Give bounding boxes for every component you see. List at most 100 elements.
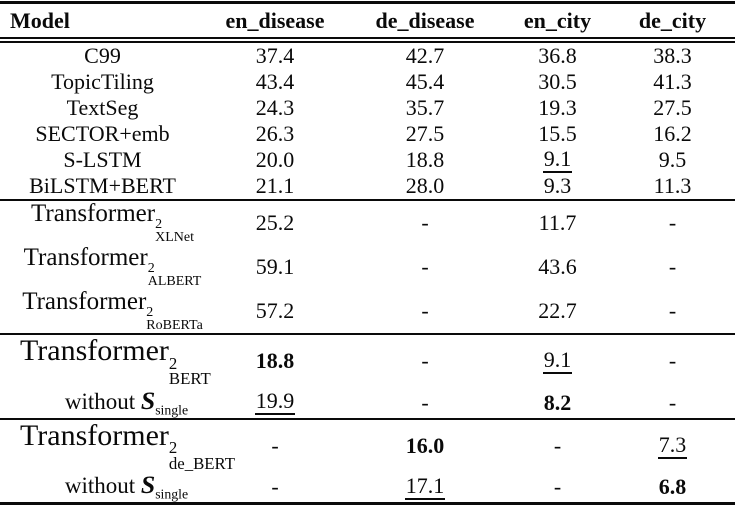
model-base-name: Transformer bbox=[31, 200, 156, 227]
column-header-en_disease: en_disease bbox=[225, 7, 325, 33]
table-header-row: Model en_disease de_disease en_city de_city bbox=[0, 3, 735, 40]
row-s-lstm: S-LSTM 20.0 18.8 9.1 9.5 bbox=[0, 147, 735, 173]
model-name-cell: S-LSTM bbox=[0, 147, 205, 173]
row-c99: C99 37.4 42.7 36.8 38.3 bbox=[0, 40, 735, 69]
empty-value: - bbox=[421, 298, 429, 324]
model-supsub: 2 XLNet bbox=[155, 217, 194, 246]
cell-en_city: 43.6 bbox=[505, 245, 610, 289]
cell-en_disease: 19.9 bbox=[205, 387, 345, 419]
score-value: 19.3 bbox=[538, 95, 577, 121]
score-value: 19.9 bbox=[254, 388, 296, 416]
row-sector-emb: SECTOR+emb 26.3 27.5 15.5 16.2 bbox=[0, 121, 735, 147]
empty-value: - bbox=[668, 348, 677, 374]
score-value: 11.3 bbox=[653, 173, 692, 199]
score-value: 35.7 bbox=[405, 95, 445, 121]
row-transformer2-de-bert-without-ssingle: without Ssingle - 17.1 - 6.8 bbox=[0, 471, 735, 504]
score-value: 16.0 bbox=[405, 432, 445, 458]
cell-de_disease: - bbox=[345, 200, 505, 245]
cell-de_disease: - bbox=[345, 387, 505, 419]
empty-value: - bbox=[421, 348, 429, 374]
cell-de_disease: 45.4 bbox=[345, 69, 505, 95]
cell-de_disease: 18.8 bbox=[345, 147, 505, 173]
cell-en_city: 8.2 bbox=[505, 387, 610, 419]
empty-value: - bbox=[271, 474, 279, 500]
model-name-cell: Transformer 2 XLNet bbox=[0, 200, 205, 245]
cell-en_disease: 20.0 bbox=[205, 147, 345, 173]
cell-en_city: 9.1 bbox=[505, 147, 610, 173]
score-value: 30.5 bbox=[538, 69, 577, 95]
score-value: 43.6 bbox=[538, 254, 577, 280]
score-value: 22.7 bbox=[538, 298, 577, 324]
cell-de_city: - bbox=[610, 245, 735, 289]
cell-de_city: 9.5 bbox=[610, 147, 735, 173]
score-value: 9.3 bbox=[543, 173, 572, 199]
cell-de_city: - bbox=[610, 289, 735, 334]
empty-value: - bbox=[421, 210, 429, 236]
score-value: 17.1 bbox=[404, 472, 446, 500]
score-value: 26.3 bbox=[255, 121, 295, 147]
cell-de_disease: 42.7 bbox=[345, 40, 505, 69]
model-subscript: XLNet bbox=[155, 230, 194, 246]
model-base-name: BiLSTM+BERT bbox=[29, 173, 176, 199]
without-label: without bbox=[64, 473, 141, 499]
model-subscript: RoBERTa bbox=[146, 318, 203, 334]
cell-en_disease: 57.2 bbox=[205, 289, 345, 334]
model-base-name: Transformer bbox=[20, 334, 169, 368]
row-transformer2-albert: Transformer 2 ALBERT 59.1 - 43.6 - bbox=[0, 244, 735, 290]
row-transformer2-bert: Transformer 2 BERT 18.8 - 9.1 - bbox=[0, 334, 735, 387]
model-name-cell: TextSeg bbox=[0, 95, 205, 121]
score-value: 6.8 bbox=[658, 474, 687, 500]
empty-value: - bbox=[668, 298, 677, 324]
row-transformer2-de-bert: Transformer 2 de_BERT - 16.0 - 7.3 bbox=[0, 418, 735, 472]
row-transformer2-xlnet: Transformer 2 XLNet 25.2 - 11.7 - bbox=[0, 200, 735, 245]
score-value: 38.3 bbox=[653, 43, 692, 69]
model-subscript: de_BERT bbox=[168, 453, 235, 473]
score-value: 18.8 bbox=[255, 348, 295, 374]
score-value: 59.1 bbox=[255, 254, 295, 280]
cell-de_city: 41.3 bbox=[610, 69, 735, 95]
cell-en_disease: 21.1 bbox=[205, 173, 345, 200]
model-supsub: 2 ALBERT bbox=[147, 262, 202, 290]
model-subscript: ALBERT bbox=[147, 274, 202, 290]
model-superscript: 2 bbox=[155, 217, 163, 233]
model-base-name: SECTOR+emb bbox=[35, 121, 170, 147]
cell-de_disease: 16.0 bbox=[345, 419, 505, 472]
model-base-name: Transformer bbox=[22, 288, 147, 316]
s-single-subscript: single bbox=[155, 486, 189, 502]
cell-de_city: 6.8 bbox=[610, 471, 735, 504]
score-value: 8.2 bbox=[543, 389, 572, 415]
s-single-subscript: single bbox=[155, 402, 189, 418]
cell-de_city: - bbox=[610, 200, 735, 245]
empty-value: - bbox=[421, 389, 429, 415]
model-name-cell: TopicTiling bbox=[0, 69, 205, 95]
model-superscript: 2 bbox=[146, 305, 154, 321]
cell-en_city: - bbox=[505, 419, 610, 472]
model-base-name: TextSeg bbox=[66, 95, 139, 121]
empty-value: - bbox=[668, 254, 677, 280]
row-transformer2-bert-without-ssingle: without Ssingle 19.9 - 8.2 - bbox=[0, 387, 735, 419]
model-name-cell: BiLSTM+BERT bbox=[0, 173, 205, 200]
table-head: Model en_disease de_disease en_city de_city bbox=[0, 3, 735, 40]
column-header-en_city: en_city bbox=[523, 7, 592, 33]
cell-de_city: - bbox=[610, 334, 735, 387]
model-base-name: Transformer bbox=[20, 418, 169, 452]
s-single-symbol: S bbox=[140, 385, 156, 415]
cell-de_city: 7.3 bbox=[610, 419, 735, 472]
model-supsub: 2 BERT bbox=[169, 355, 211, 388]
row-topictiling: TopicTiling 43.4 45.4 30.5 41.3 bbox=[0, 69, 735, 95]
cell-de_disease: - bbox=[345, 245, 505, 289]
cell-de_city: 38.3 bbox=[610, 40, 735, 69]
cell-de_disease: 27.5 bbox=[345, 121, 505, 147]
model-name-cell: Transformer 2 de_BERT bbox=[0, 418, 235, 472]
model-name-cell: Transformer 2 BERT bbox=[0, 334, 211, 388]
score-value: 24.3 bbox=[255, 95, 295, 121]
empty-value: - bbox=[668, 210, 677, 236]
model-name-cell: C99 bbox=[0, 40, 205, 69]
row-textseg: TextSeg 24.3 35.7 19.3 27.5 bbox=[0, 95, 735, 121]
score-value: 9.1 bbox=[542, 146, 573, 173]
row-transformer2-roberta: Transformer 2 RoBERTa 57.2 - 22.7 - bbox=[0, 288, 735, 334]
score-value: 20.0 bbox=[255, 147, 295, 173]
score-value: 41.3 bbox=[653, 69, 692, 95]
